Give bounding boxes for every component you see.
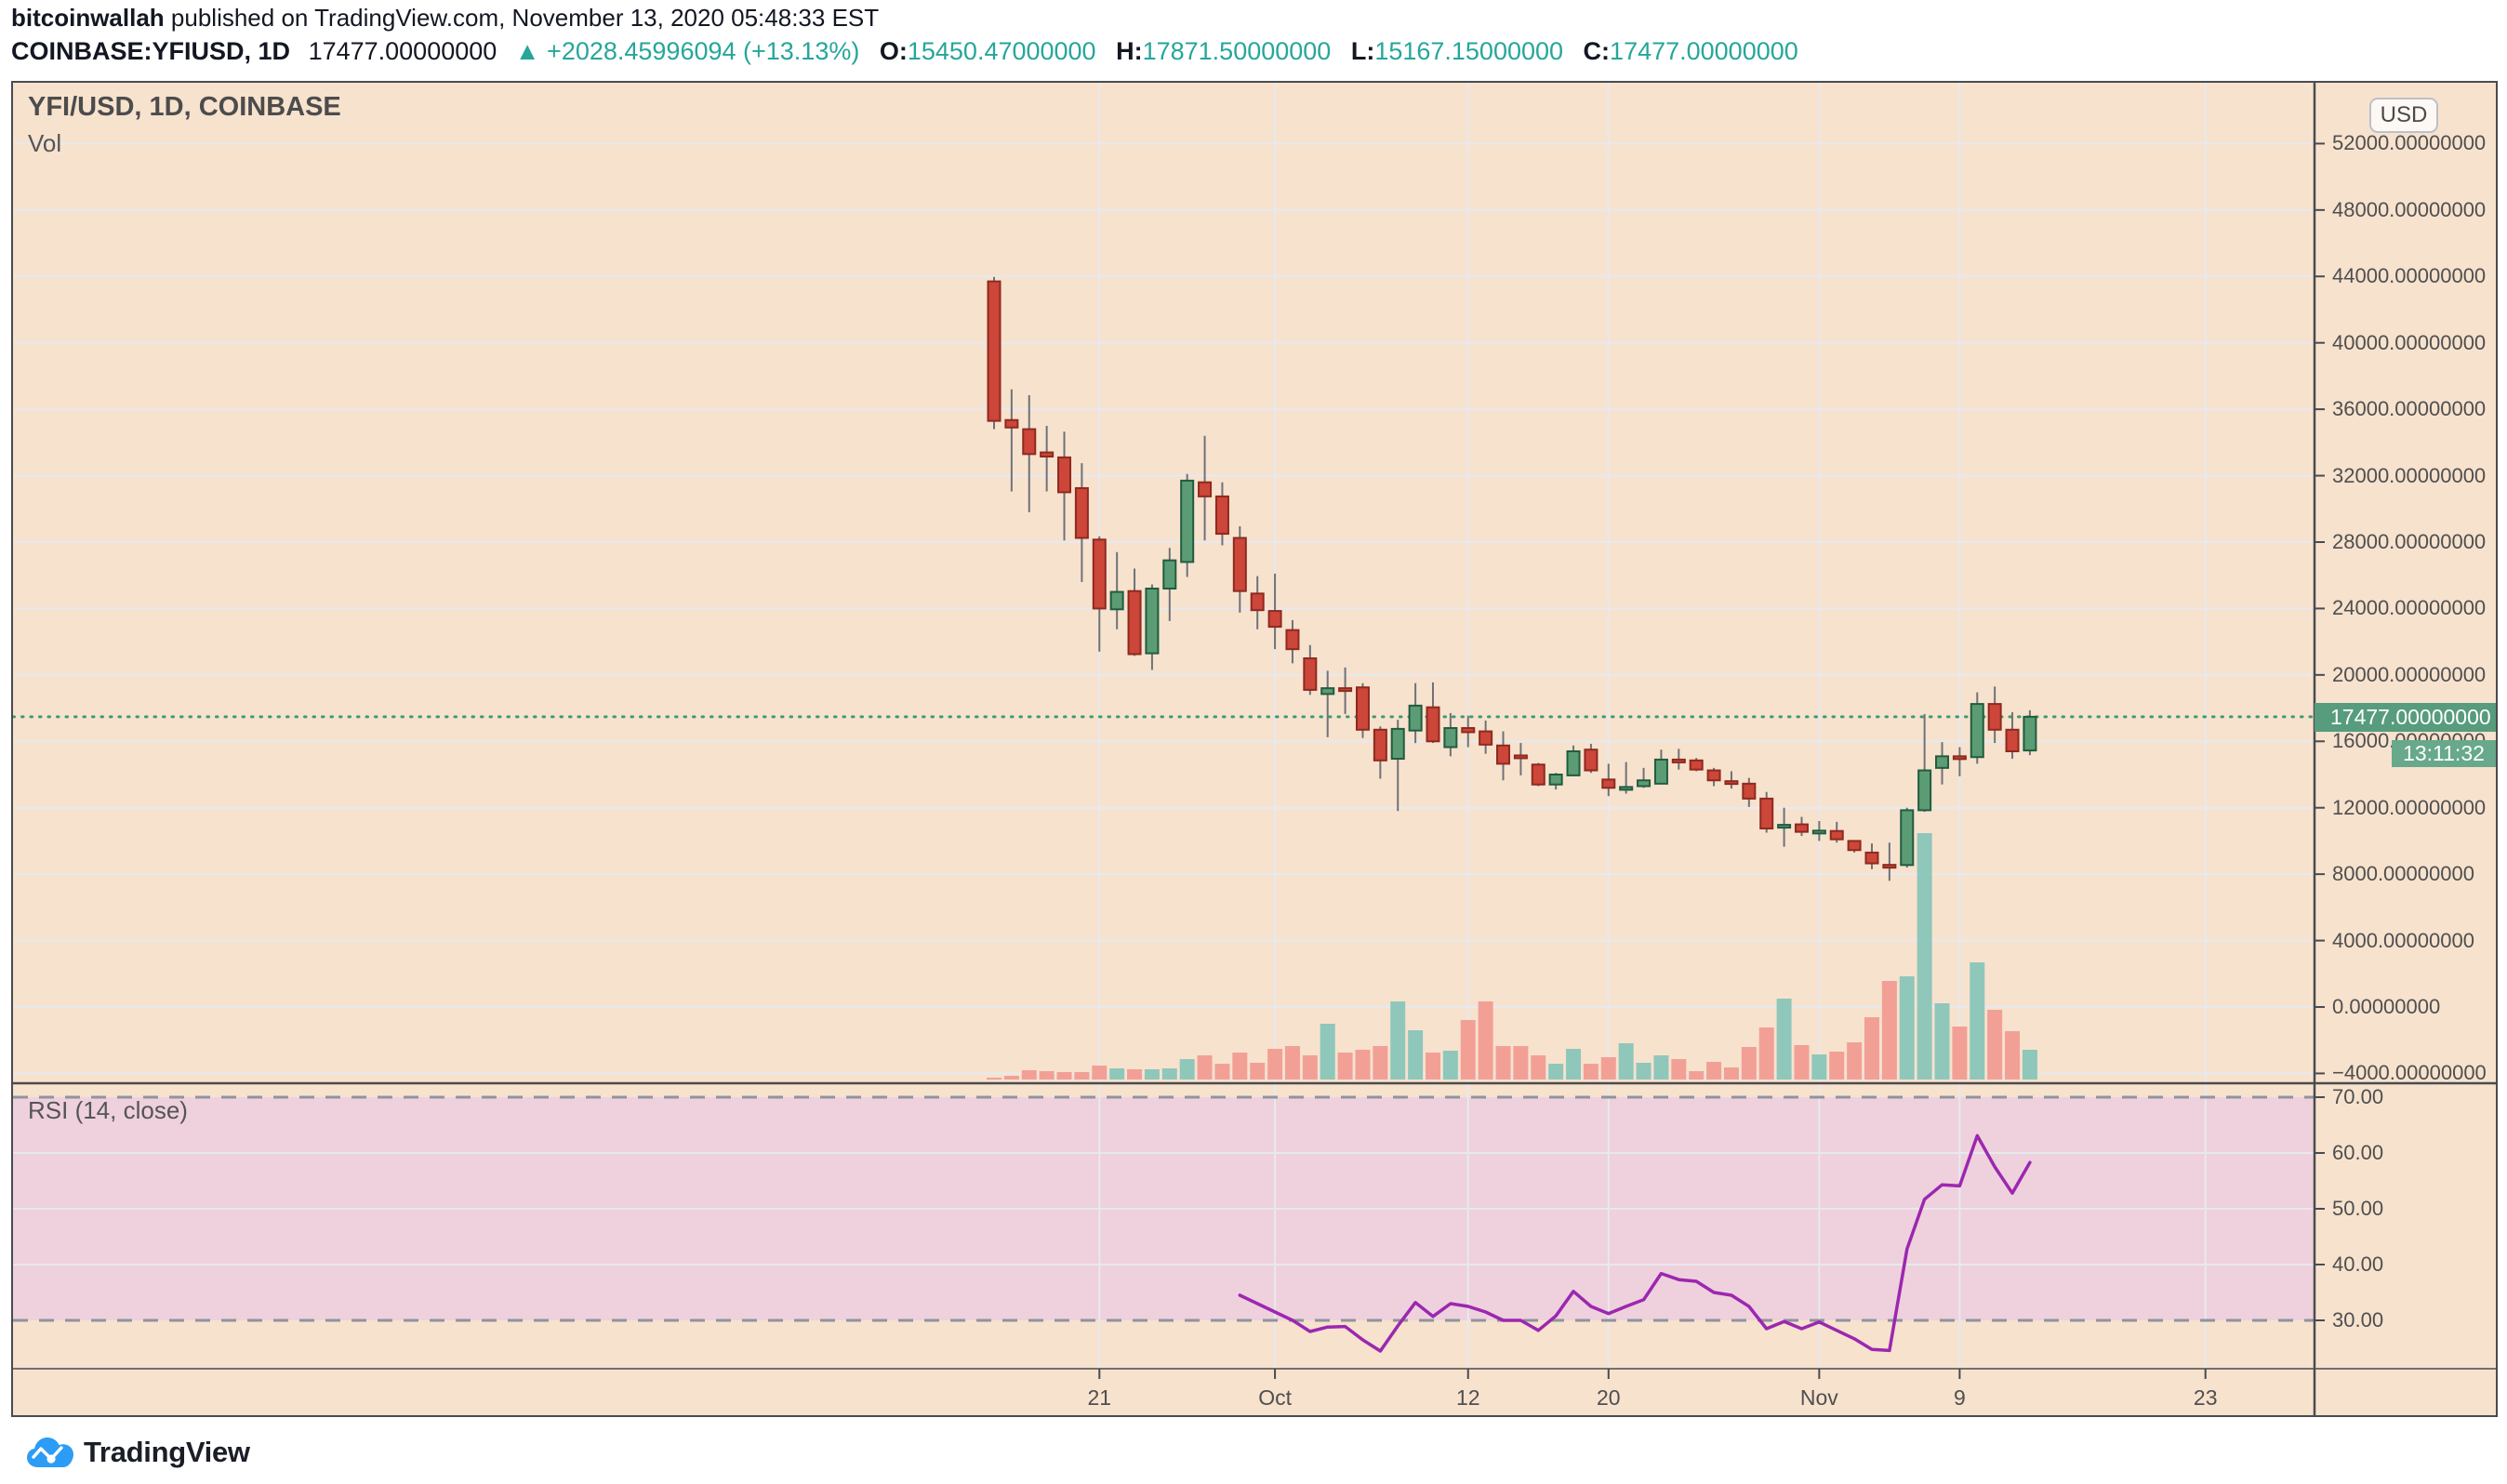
bar-countdown-tag: 13:11:32 xyxy=(2392,739,2496,767)
low-value: 15167.15000000 xyxy=(1374,37,1564,65)
symbol-name: COINBASE:YFIUSD, 1D xyxy=(11,37,291,65)
high-label: H: xyxy=(1116,37,1143,65)
close-label: C: xyxy=(1583,37,1611,65)
high-value: 17871.50000000 xyxy=(1142,37,1332,65)
chart-area[interactable]: YFI/USD, 1D, COINBASE Vol RSI (14, close… xyxy=(11,81,2498,1417)
price-change: +2028.45996094 (+13.13%) xyxy=(547,37,860,65)
open-label: O: xyxy=(879,37,908,65)
tradingview-logo[interactable]: TradingView xyxy=(26,1426,250,1478)
up-arrow-icon: ▲ xyxy=(514,37,540,65)
symbol-ohlc-line: COINBASE:YFIUSD, 1D 17477.00000000 ▲ +20… xyxy=(11,37,1798,66)
logo-text: TradingView xyxy=(84,1436,250,1468)
byline: bitcoinwallah published on TradingView.c… xyxy=(11,4,879,33)
last-price: 17477.00000000 xyxy=(308,37,497,65)
open-value: 15450.47000000 xyxy=(907,37,1096,65)
byline-text: published on TradingView.com, November 1… xyxy=(164,4,880,32)
currency-toggle-button[interactable]: USD xyxy=(2369,98,2438,133)
last-price-tag: 17477.00000000 xyxy=(2315,702,2496,732)
author-name: bitcoinwallah xyxy=(11,4,165,32)
low-label: L: xyxy=(1350,37,1375,65)
publish-header: bitcoinwallah published on TradingView.c… xyxy=(11,0,2503,81)
cloud-icon xyxy=(27,1438,73,1467)
price-chart-canvas[interactable] xyxy=(13,83,2496,1415)
close-value: 17477.00000000 xyxy=(1610,37,1798,65)
